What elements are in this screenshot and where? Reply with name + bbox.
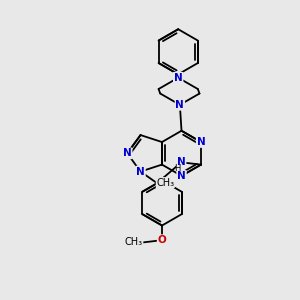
Text: N: N: [177, 171, 186, 181]
Text: CH₃: CH₃: [125, 237, 143, 248]
Text: N: N: [136, 167, 145, 177]
Text: H: H: [174, 164, 180, 173]
Text: N: N: [174, 73, 183, 83]
Text: N: N: [197, 137, 206, 147]
Text: N: N: [177, 157, 186, 167]
Text: O: O: [158, 235, 167, 245]
Text: N: N: [123, 148, 132, 158]
Text: CH₃: CH₃: [156, 178, 174, 188]
Text: N: N: [176, 100, 184, 110]
